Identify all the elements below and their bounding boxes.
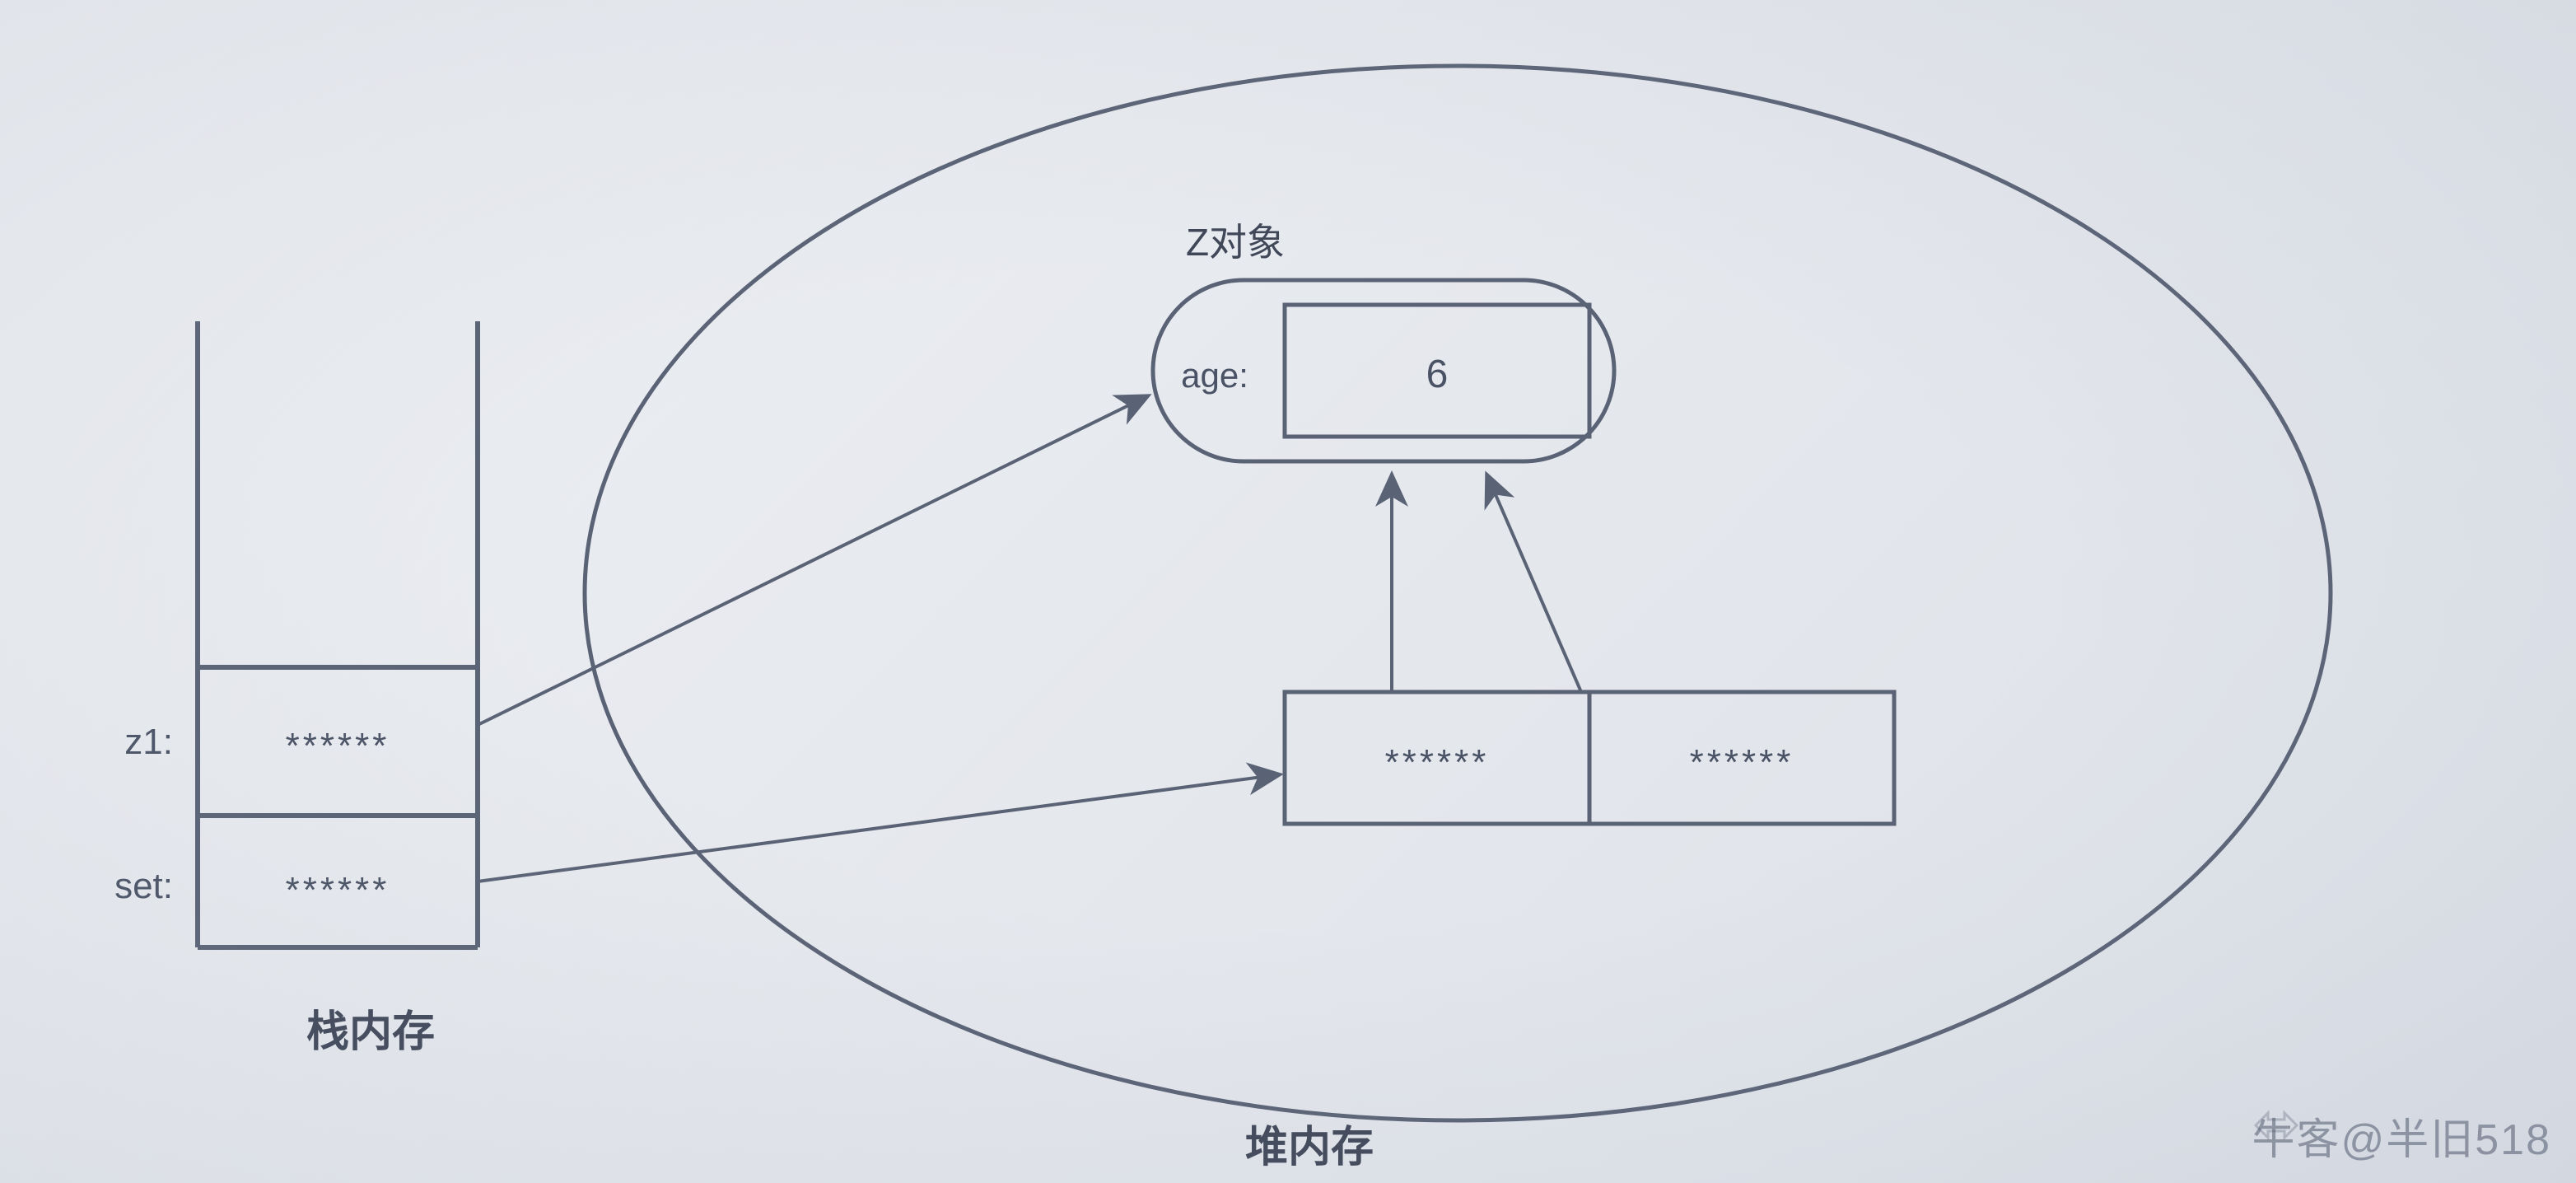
z-object-value: 6 xyxy=(1426,353,1449,396)
z-object: age: 6 xyxy=(1153,280,1614,461)
watermark: 牛客@半旧518 xyxy=(2252,1105,2551,1167)
memory-diagram: z1: ****** set: ****** 栈内存 age: 6 Z对象 **… xyxy=(0,0,2576,1183)
arrow-set-to-array xyxy=(478,774,1281,881)
stack-title: 栈内存 xyxy=(306,1008,435,1056)
heap-array-cell-1: ****** xyxy=(1690,742,1794,783)
stack-cell-label-z1: z1: xyxy=(124,722,173,762)
z-object-title: Z对象 xyxy=(1186,221,1285,264)
heap-boundary xyxy=(585,66,2331,1120)
stack-container xyxy=(198,321,478,947)
z-object-field-label: age: xyxy=(1181,356,1248,395)
nowcoder-icon xyxy=(2252,1105,2301,1146)
stack-cell-value-z1: ****** xyxy=(286,726,390,766)
stack-cell-value-set: ****** xyxy=(286,870,390,910)
heap-title: 堆内存 xyxy=(1245,1124,1374,1171)
arrow-array1-to-zobject xyxy=(1486,474,1581,692)
arrow-z1-to-zobject xyxy=(478,395,1149,725)
heap-array: ****** ****** xyxy=(1285,692,1894,824)
heap-array-cell-0: ****** xyxy=(1385,742,1490,783)
stack-cell-label-set: set: xyxy=(114,866,173,906)
